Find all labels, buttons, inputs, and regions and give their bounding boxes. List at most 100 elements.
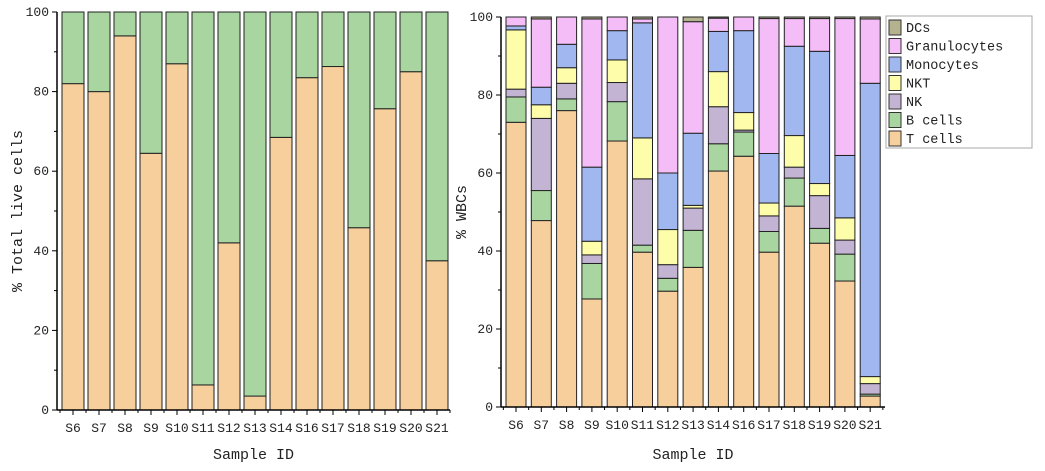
bar-segment-t-cells-s7 bbox=[530, 220, 552, 408]
x-tick-label: S13 bbox=[681, 418, 704, 433]
bar-segment-nkt-s21 bbox=[859, 376, 881, 385]
bar-segment-t-cells-s18 bbox=[347, 227, 371, 411]
x-tick-label: S17 bbox=[321, 421, 344, 436]
x-axis-label: Sample ID bbox=[213, 447, 294, 464]
bar-segment-t-cells-s14 bbox=[707, 170, 729, 408]
x-tick-label: S21 bbox=[425, 421, 449, 436]
bar-segment-other-s14 bbox=[269, 11, 293, 138]
x-tick-label: S17 bbox=[757, 418, 780, 433]
bar-segment-t-cells-s13 bbox=[243, 395, 267, 411]
bar-segment-b-cells-s16 bbox=[733, 131, 755, 157]
bar-segment-nk-s14 bbox=[707, 106, 729, 145]
bar-segment-b-cells-s9 bbox=[581, 262, 603, 300]
y-tick-label: 20 bbox=[33, 323, 49, 338]
legend-label-dcs: DCs bbox=[906, 22, 930, 37]
bar-segment-granulocytes-s10 bbox=[606, 16, 628, 32]
bar-segment-b-cells-s14 bbox=[707, 143, 729, 172]
bar-segment-nk-s20 bbox=[834, 239, 856, 255]
bar-segment-nk-s19 bbox=[809, 195, 831, 229]
bar-segment-t-cells-s12 bbox=[217, 242, 241, 411]
x-tick-label: S12 bbox=[656, 418, 679, 433]
x-axis-label: Sample ID bbox=[652, 447, 733, 464]
bar-segment-monocytes-s13 bbox=[682, 132, 704, 206]
bar-segment-t-cells-s8 bbox=[556, 110, 578, 408]
x-tick-label: S7 bbox=[91, 421, 107, 436]
legend-label-b-cells: B cells bbox=[906, 115, 963, 130]
x-tick-label: S20 bbox=[833, 418, 856, 433]
x-tick-label: S12 bbox=[217, 421, 240, 436]
bar-segment-nkt-s8 bbox=[556, 67, 578, 84]
legend: DCs Granulocytes Monocytes NKT NK B cells T ce… bbox=[885, 15, 1033, 149]
bar-segment-b-cells-s13 bbox=[682, 229, 704, 268]
bar-segment-monocytes-s11 bbox=[632, 22, 653, 139]
bar-segment-dcs-s17 bbox=[758, 16, 780, 20]
bar-segment-t-cells-s10 bbox=[606, 140, 628, 408]
bar-segment-t-cells-s21 bbox=[859, 395, 881, 408]
legend-swatch-nkt bbox=[888, 75, 902, 91]
bar-segment-t-cells-s12 bbox=[657, 290, 679, 408]
bar-segment-nkt-s10 bbox=[606, 59, 628, 84]
bar-segment-nkt-s17 bbox=[758, 202, 780, 217]
bar-segment-other-s17 bbox=[321, 11, 345, 68]
bar-segment-t-cells-s6 bbox=[505, 121, 527, 408]
bar-segment-monocytes-s9 bbox=[581, 166, 603, 242]
bar-segment-nk-s6 bbox=[505, 88, 527, 98]
bar-segment-nk-s8 bbox=[556, 82, 578, 100]
legend-swatch-granulocytes bbox=[888, 38, 902, 54]
x-tick-label: S21 bbox=[858, 418, 882, 433]
bar-segment-dcs-s20 bbox=[834, 16, 856, 20]
bar-segment-dcs-s21 bbox=[859, 16, 881, 20]
bar-segment-nk-s13 bbox=[682, 207, 704, 231]
bar-segment-t-cells-s6 bbox=[61, 83, 85, 411]
bar-segment-t-cells-s13 bbox=[682, 266, 704, 408]
bar-segment-monocytes-s10 bbox=[606, 30, 628, 61]
bar-segment-granulocytes-s21 bbox=[859, 18, 881, 84]
bar-segment-b-cells-s18 bbox=[783, 177, 805, 207]
bar-segment-nk-s11 bbox=[632, 178, 653, 246]
bar-segment-granulocytes-s14 bbox=[707, 17, 729, 32]
chart-panel-1: S6 S7 S8 S9 S10 S11 S12 S13 S14 S16 S17 S18 S19 S20 S2… bbox=[10, 5, 451, 464]
bar-segment-other-s20 bbox=[399, 11, 423, 73]
legend-label-granulocytes: Granulocytes bbox=[906, 41, 1003, 56]
x-tick-label: S19 bbox=[808, 418, 831, 433]
x-tick-label: S6 bbox=[508, 418, 524, 433]
bar-segment-b-cells-s8 bbox=[556, 98, 578, 112]
y-tick-label: 80 bbox=[33, 85, 49, 100]
bar-segment-other-s13 bbox=[243, 11, 267, 397]
bar-segment-other-s7 bbox=[87, 11, 111, 93]
bar-segment-b-cells-s10 bbox=[606, 101, 628, 142]
bar-segment-t-cells-s9 bbox=[139, 152, 163, 411]
bar-segment-nk-s21 bbox=[859, 383, 881, 395]
bar-segment-other-s18 bbox=[347, 11, 371, 229]
y-tick-label: 80 bbox=[477, 88, 493, 103]
legend-swatch-b-cells bbox=[888, 112, 902, 128]
bar-segment-t-cells-s11 bbox=[191, 384, 215, 411]
x-tick-label: S20 bbox=[399, 421, 422, 436]
bar-segment-monocytes-s20 bbox=[834, 154, 856, 219]
bar-segment-granulocytes-s13 bbox=[682, 21, 704, 134]
bar-segment-other-s12 bbox=[217, 11, 241, 244]
bar-segment-monocytes-s8 bbox=[556, 43, 578, 69]
bar-segment-granulocytes-s9 bbox=[581, 18, 603, 168]
bar-segment-dcs-s9 bbox=[581, 16, 603, 20]
x-tick-label: S19 bbox=[373, 421, 396, 436]
bar-segment-nkt-s16 bbox=[733, 112, 755, 131]
x-tick-label: S11 bbox=[191, 421, 215, 436]
x-tick-label: S8 bbox=[559, 418, 575, 433]
bar-segment-granulocytes-s20 bbox=[834, 18, 856, 156]
bar-segment-granulocytes-s12 bbox=[657, 16, 679, 174]
x-tick-label: S8 bbox=[117, 421, 133, 436]
y-tick-label: 0 bbox=[485, 400, 493, 415]
bar-segment-b-cells-s7 bbox=[530, 190, 552, 222]
bar-segment-b-cells-s6 bbox=[505, 96, 527, 123]
bar-segment-other-s16 bbox=[295, 11, 319, 79]
bar-segment-nkt-s12 bbox=[657, 229, 679, 266]
bar-segment-b-cells-s12 bbox=[657, 277, 679, 292]
bar-segment-nkt-s11 bbox=[632, 137, 653, 180]
bar-segment-t-cells-s17 bbox=[321, 66, 345, 411]
bar-segment-t-cells-s16 bbox=[733, 155, 755, 408]
bar-segment-nkt-s14 bbox=[707, 71, 729, 108]
x-tick-label: S13 bbox=[243, 421, 266, 436]
bar-segment-dcs-s19 bbox=[809, 16, 831, 20]
chart-panel-2: S6 S7 S8 S9 S10 S11 S12 S13 S14 S16 S17 S18 S19 S20 S2… bbox=[454, 10, 1033, 464]
